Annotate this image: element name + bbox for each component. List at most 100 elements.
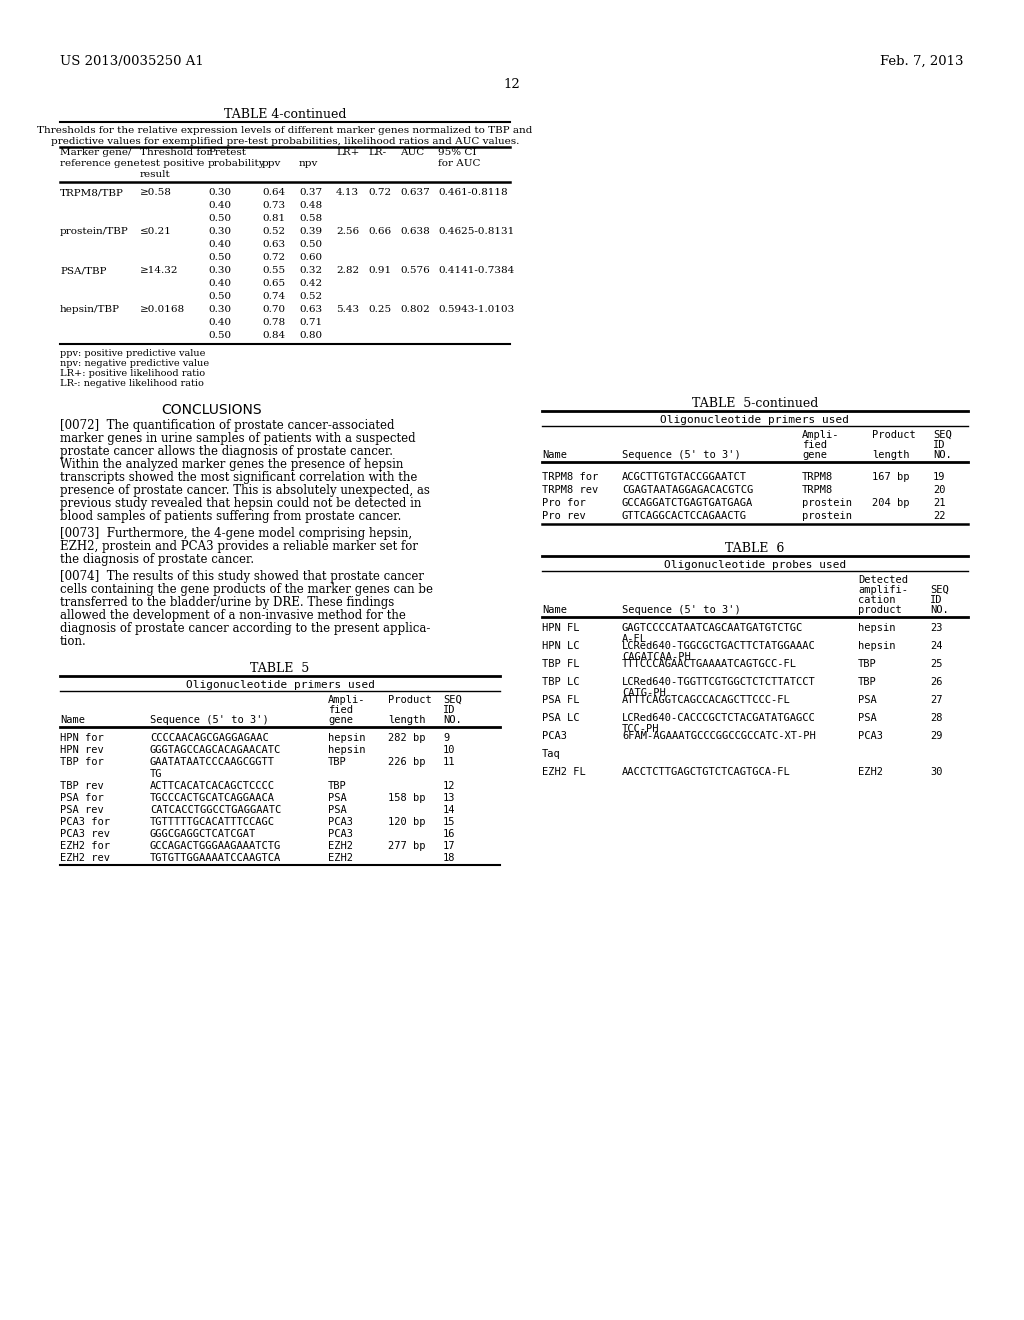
Text: previous study revealed that hepsin could not be detected in: previous study revealed that hepsin coul… bbox=[60, 498, 421, 510]
Text: TBP rev: TBP rev bbox=[60, 781, 103, 791]
Text: 30: 30 bbox=[930, 767, 942, 777]
Text: Product: Product bbox=[388, 696, 432, 705]
Text: NO.: NO. bbox=[930, 605, 949, 615]
Text: 0.42: 0.42 bbox=[299, 279, 323, 288]
Text: 17: 17 bbox=[443, 841, 456, 851]
Text: prostein: prostein bbox=[802, 498, 852, 508]
Text: HPN for: HPN for bbox=[60, 733, 103, 743]
Text: 0.58: 0.58 bbox=[299, 214, 323, 223]
Text: reference gene: reference gene bbox=[60, 158, 139, 168]
Text: 0.30: 0.30 bbox=[208, 227, 231, 236]
Text: US 2013/0035250 A1: US 2013/0035250 A1 bbox=[60, 55, 204, 69]
Text: product: product bbox=[858, 605, 902, 615]
Text: NO.: NO. bbox=[443, 715, 462, 725]
Text: GGGTAGCCAGCACAGAACATC: GGGTAGCCAGCACAGAACATC bbox=[150, 744, 282, 755]
Text: 0.63: 0.63 bbox=[262, 240, 285, 249]
Text: hepsin: hepsin bbox=[328, 733, 366, 743]
Text: TBP: TBP bbox=[858, 659, 877, 669]
Text: npv: npv bbox=[299, 158, 318, 168]
Text: blood samples of patients suffering from prostate cancer.: blood samples of patients suffering from… bbox=[60, 510, 401, 523]
Text: 158 bp: 158 bp bbox=[388, 793, 426, 803]
Text: PCA3: PCA3 bbox=[542, 731, 567, 741]
Text: TGCCCACTGCATCAGGAACA: TGCCCACTGCATCAGGAACA bbox=[150, 793, 275, 803]
Text: TABLE  5-continued: TABLE 5-continued bbox=[692, 397, 818, 411]
Text: 277 bp: 277 bp bbox=[388, 841, 426, 851]
Text: marker genes in urine samples of patients with a suspected: marker genes in urine samples of patient… bbox=[60, 432, 416, 445]
Text: 0.4625-0.8131: 0.4625-0.8131 bbox=[438, 227, 514, 236]
Text: the diagnosis of prostate cancer.: the diagnosis of prostate cancer. bbox=[60, 553, 254, 566]
Text: 24: 24 bbox=[930, 642, 942, 651]
Text: 27: 27 bbox=[930, 696, 942, 705]
Text: 0.32: 0.32 bbox=[299, 267, 323, 275]
Text: ≥14.32: ≥14.32 bbox=[140, 267, 178, 275]
Text: for AUC: for AUC bbox=[438, 158, 480, 168]
Text: ppv: ppv bbox=[262, 158, 282, 168]
Text: 0.50: 0.50 bbox=[208, 253, 231, 261]
Text: NO.: NO. bbox=[933, 450, 951, 459]
Text: ID: ID bbox=[443, 705, 456, 715]
Text: 0.461-0.8118: 0.461-0.8118 bbox=[438, 187, 508, 197]
Text: 0.30: 0.30 bbox=[208, 305, 231, 314]
Text: PCA3 for: PCA3 for bbox=[60, 817, 110, 828]
Text: PCA3 rev: PCA3 rev bbox=[60, 829, 110, 840]
Text: 0.52: 0.52 bbox=[262, 227, 285, 236]
Text: 5.43: 5.43 bbox=[336, 305, 359, 314]
Text: ID: ID bbox=[930, 595, 942, 605]
Text: Pretest: Pretest bbox=[208, 148, 246, 157]
Text: 14: 14 bbox=[443, 805, 456, 814]
Text: 2.56: 2.56 bbox=[336, 227, 359, 236]
Text: EZH2 for: EZH2 for bbox=[60, 841, 110, 851]
Text: ≥0.0168: ≥0.0168 bbox=[140, 305, 185, 314]
Text: fied: fied bbox=[802, 440, 827, 450]
Text: GCCAGACTGGGAAGAAATCTG: GCCAGACTGGGAAGAAATCTG bbox=[150, 841, 282, 851]
Text: TABLE  6: TABLE 6 bbox=[725, 543, 784, 554]
Text: [0074]  The results of this study showed that prostate cancer: [0074] The results of this study showed … bbox=[60, 570, 424, 583]
Text: 0.65: 0.65 bbox=[262, 279, 285, 288]
Text: Taq: Taq bbox=[542, 748, 561, 759]
Text: 0.30: 0.30 bbox=[208, 187, 231, 197]
Text: gene: gene bbox=[802, 450, 827, 459]
Text: amplifi-: amplifi- bbox=[858, 585, 908, 595]
Text: 0.40: 0.40 bbox=[208, 201, 231, 210]
Text: fied: fied bbox=[328, 705, 353, 715]
Text: 25: 25 bbox=[930, 659, 942, 669]
Text: LR-: negative likelihood ratio: LR-: negative likelihood ratio bbox=[60, 379, 204, 388]
Text: PCA3: PCA3 bbox=[328, 817, 353, 828]
Text: 12: 12 bbox=[504, 78, 520, 91]
Text: 282 bp: 282 bp bbox=[388, 733, 426, 743]
Text: 0.25: 0.25 bbox=[368, 305, 391, 314]
Text: LR-: LR- bbox=[368, 148, 386, 157]
Text: 0.5943-1.0103: 0.5943-1.0103 bbox=[438, 305, 514, 314]
Text: PSA: PSA bbox=[858, 713, 877, 723]
Text: length: length bbox=[872, 450, 909, 459]
Text: 12: 12 bbox=[443, 781, 456, 791]
Text: EZH2: EZH2 bbox=[858, 767, 883, 777]
Text: TTTCCCAGAACTGAAAATCAGTGCC-FL: TTTCCCAGAACTGAAAATCAGTGCC-FL bbox=[622, 659, 797, 669]
Text: ID: ID bbox=[933, 440, 945, 450]
Text: Name: Name bbox=[542, 450, 567, 459]
Text: 120 bp: 120 bp bbox=[388, 817, 426, 828]
Text: Name: Name bbox=[60, 715, 85, 725]
Text: TRPM8 for: TRPM8 for bbox=[542, 473, 598, 482]
Text: Pro rev: Pro rev bbox=[542, 511, 586, 521]
Text: npv: negative predictive value: npv: negative predictive value bbox=[60, 359, 209, 368]
Text: 16: 16 bbox=[443, 829, 456, 840]
Text: ATTTCAGGTCAGCCACAGCTTCCC-FL: ATTTCAGGTCAGCCACAGCTTCCC-FL bbox=[622, 696, 791, 705]
Text: 0.52: 0.52 bbox=[299, 292, 323, 301]
Text: cells containing the gene products of the marker genes can be: cells containing the gene products of th… bbox=[60, 583, 433, 597]
Text: PSA rev: PSA rev bbox=[60, 805, 103, 814]
Text: PSA for: PSA for bbox=[60, 793, 103, 803]
Text: length: length bbox=[388, 715, 426, 725]
Text: 23: 23 bbox=[930, 623, 942, 634]
Text: TBP: TBP bbox=[328, 756, 347, 767]
Text: 95% CI: 95% CI bbox=[438, 148, 476, 157]
Text: cation: cation bbox=[858, 595, 896, 605]
Text: 0.70: 0.70 bbox=[262, 305, 285, 314]
Text: 0.66: 0.66 bbox=[368, 227, 391, 236]
Text: ACTTCACATCACAGCTCCCC: ACTTCACATCACAGCTCCCC bbox=[150, 781, 275, 791]
Text: hepsin: hepsin bbox=[328, 744, 366, 755]
Text: 10: 10 bbox=[443, 744, 456, 755]
Text: 18: 18 bbox=[443, 853, 456, 863]
Text: LCRed640-TGGTTCGTGGCTCTCTTATCCT: LCRed640-TGGTTCGTGGCTCTCTTATCCT bbox=[622, 677, 816, 686]
Text: 0.576: 0.576 bbox=[400, 267, 430, 275]
